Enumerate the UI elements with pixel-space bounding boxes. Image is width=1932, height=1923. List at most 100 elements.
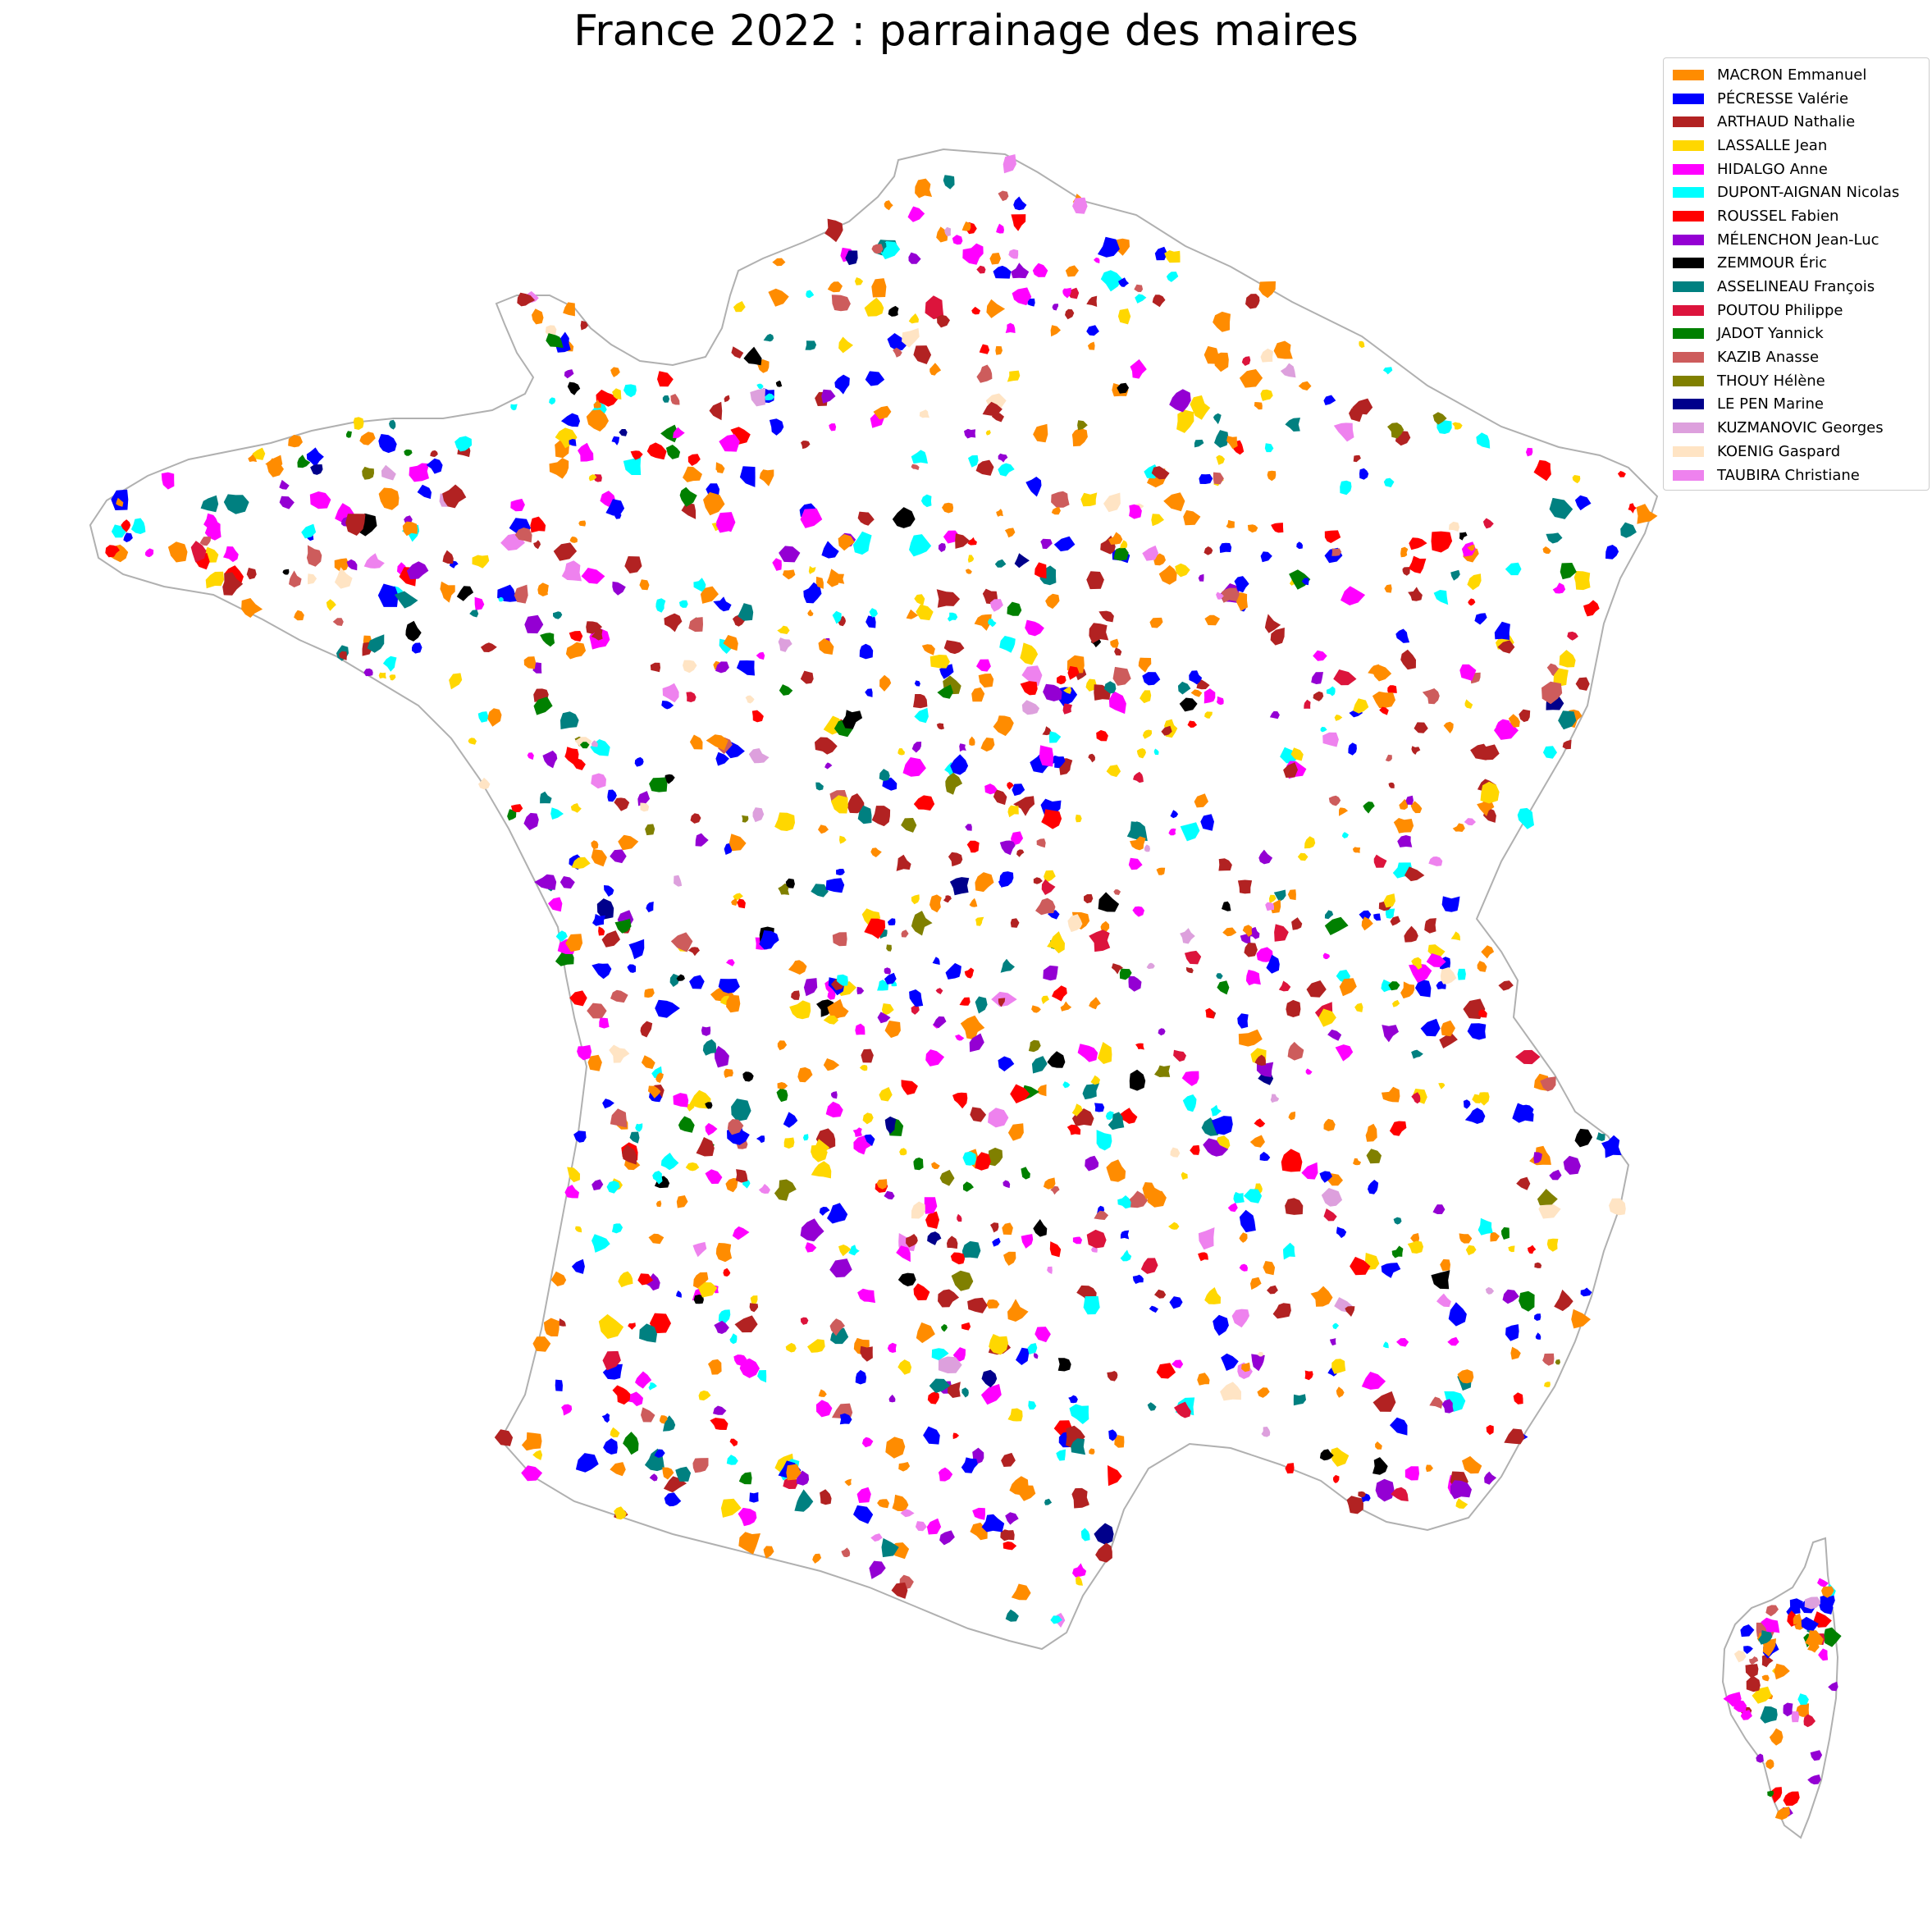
commune-mark — [1179, 697, 1198, 712]
commune-mark — [553, 542, 578, 561]
commune-mark — [750, 387, 766, 407]
commune-mark — [1166, 272, 1179, 282]
commune-mark — [913, 345, 932, 364]
commune-mark — [902, 757, 926, 777]
commune-mark — [1080, 1528, 1090, 1542]
commune-mark — [1086, 1229, 1107, 1249]
commune-mark — [1130, 836, 1146, 851]
commune-mark — [1245, 294, 1260, 309]
commune-mark — [1213, 1314, 1229, 1336]
commune-mark — [1359, 910, 1372, 920]
commune-mark — [426, 458, 443, 474]
commune-mark — [564, 369, 574, 379]
commune-mark — [1353, 698, 1369, 714]
commune-mark — [961, 1387, 969, 1398]
commune-mark — [1467, 544, 1475, 551]
commune-mark — [1007, 601, 1022, 616]
commune-mark — [1533, 459, 1551, 482]
commune-mark — [1003, 1541, 1017, 1551]
commune-mark — [1077, 1044, 1098, 1062]
commune-mark — [1264, 614, 1281, 633]
commune-mark — [860, 1345, 873, 1362]
commune-mark — [1071, 1487, 1089, 1509]
commune-mark — [1084, 893, 1094, 904]
commune-mark — [1393, 1217, 1402, 1225]
commune-mark — [768, 288, 789, 307]
commune-mark — [938, 1467, 953, 1482]
commune-mark — [1286, 999, 1301, 1017]
commune-mark — [1250, 1277, 1262, 1290]
commune-mark — [1311, 672, 1323, 684]
commune-mark — [635, 1123, 643, 1132]
commune-mark — [1467, 573, 1482, 591]
commune-mark — [1323, 395, 1336, 405]
commune-mark — [714, 1320, 729, 1334]
commune-mark — [1025, 619, 1044, 637]
commune-mark — [1016, 1347, 1030, 1365]
commune-mark — [836, 615, 846, 627]
commune-mark — [938, 1356, 962, 1373]
commune-mark — [523, 812, 539, 831]
commune-mark — [1381, 1263, 1401, 1278]
commune-mark — [1580, 1287, 1592, 1297]
commune-mark — [887, 1342, 897, 1353]
commune-mark — [377, 583, 399, 607]
commune-mark — [826, 569, 840, 587]
commune-mark — [1472, 1094, 1482, 1103]
commune-mark — [1135, 294, 1147, 304]
commune-mark — [743, 346, 762, 366]
commune-mark — [1147, 1402, 1157, 1411]
commune-mark — [1280, 363, 1296, 378]
commune-mark — [952, 1432, 960, 1440]
commune-mark — [1142, 545, 1159, 561]
legend-label: DUPONT-AIGNAN Nicolas — [1717, 184, 1900, 202]
commune-mark — [777, 625, 790, 634]
commune-mark — [1260, 551, 1272, 563]
commune-mark — [778, 883, 790, 895]
commune-mark — [1373, 854, 1387, 868]
commune-mark — [731, 346, 744, 359]
commune-mark — [1249, 1135, 1265, 1148]
commune-mark — [1278, 980, 1291, 992]
commune-mark — [514, 528, 532, 543]
commune-mark — [945, 962, 961, 980]
commune-mark — [932, 957, 940, 965]
commune-mark — [759, 469, 774, 486]
commune-mark — [1011, 831, 1024, 847]
commune-mark — [1154, 1065, 1171, 1077]
commune-mark — [1439, 1033, 1458, 1048]
legend-swatch — [1673, 210, 1704, 222]
commune-mark — [1018, 1485, 1036, 1501]
commune-mark — [1057, 675, 1066, 685]
commune-mark — [1448, 521, 1459, 532]
commune-mark — [829, 1258, 852, 1278]
commune-mark — [709, 401, 723, 421]
commune-mark — [629, 1131, 640, 1144]
commune-mark — [442, 550, 454, 564]
commune-mark — [1268, 894, 1277, 904]
commune-mark — [1328, 795, 1341, 806]
commune-mark — [588, 474, 597, 482]
commune-mark — [308, 573, 317, 585]
legend-swatch — [1673, 423, 1704, 434]
commune-mark — [586, 409, 609, 432]
commune-mark — [749, 1303, 759, 1313]
commune-mark — [836, 974, 848, 986]
commune-mark — [591, 627, 603, 641]
commune-mark — [1103, 681, 1117, 694]
commune-mark — [530, 516, 546, 533]
commune-mark — [720, 1498, 742, 1518]
commune-mark — [1384, 584, 1392, 593]
commune-mark — [998, 998, 1006, 1007]
commune-mark — [948, 852, 963, 867]
commune-mark — [921, 644, 935, 655]
commune-mark — [406, 561, 429, 580]
commune-mark — [1390, 1417, 1408, 1436]
commune-mark — [1140, 690, 1152, 704]
commune-mark — [640, 1021, 653, 1038]
commune-mark — [830, 795, 848, 814]
commune-mark — [695, 833, 709, 847]
commune-mark — [962, 1151, 976, 1166]
commune-mark — [670, 932, 693, 952]
commune-mark — [1500, 1226, 1510, 1240]
